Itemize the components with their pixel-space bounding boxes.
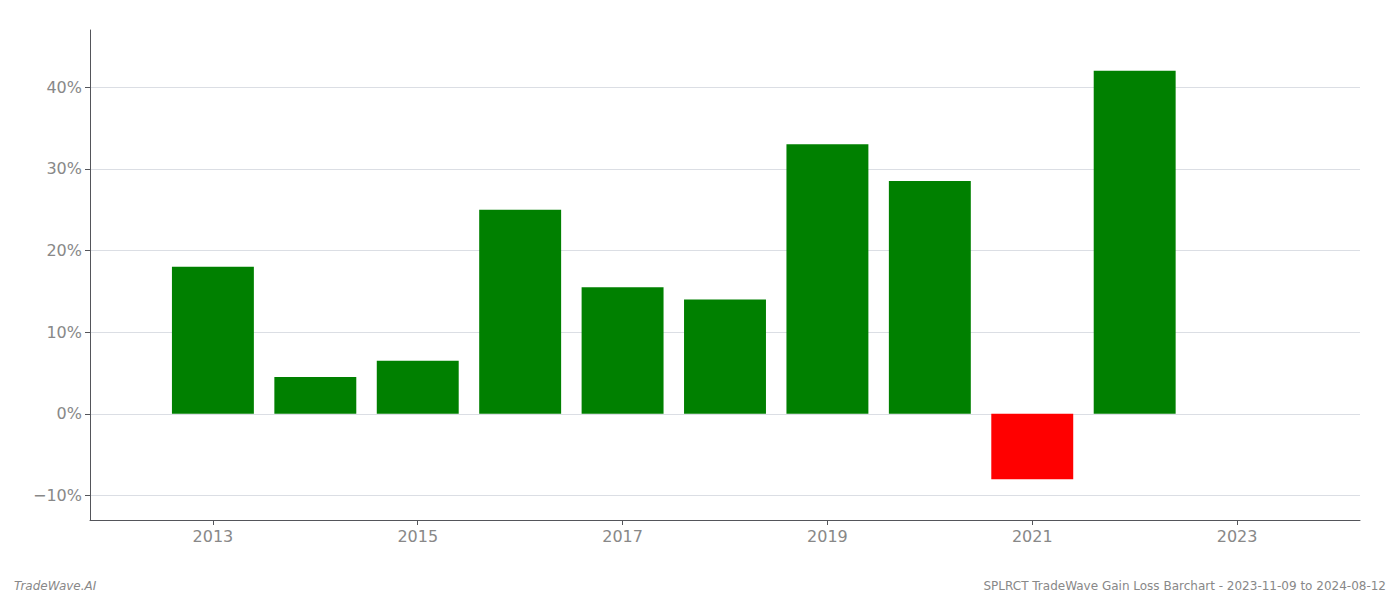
svg-text:2019: 2019 — [807, 527, 848, 546]
svg-text:SPLRCT TradeWave Gain Loss Bar: SPLRCT TradeWave Gain Loss Barchart - 20… — [983, 579, 1386, 593]
svg-text:2013: 2013 — [193, 527, 234, 546]
svg-text:40%: 40% — [46, 78, 82, 97]
svg-text:0%: 0% — [57, 404, 82, 423]
svg-text:20%: 20% — [46, 241, 82, 260]
svg-text:10%: 10% — [46, 323, 82, 342]
svg-text:2023: 2023 — [1217, 527, 1258, 546]
svg-text:−10%: −10% — [33, 486, 82, 505]
svg-text:2017: 2017 — [602, 527, 643, 546]
svg-text:30%: 30% — [46, 159, 82, 178]
svg-text:TradeWave.AI: TradeWave.AI — [14, 579, 97, 593]
svg-text:2021: 2021 — [1012, 527, 1053, 546]
svg-text:2015: 2015 — [397, 527, 438, 546]
